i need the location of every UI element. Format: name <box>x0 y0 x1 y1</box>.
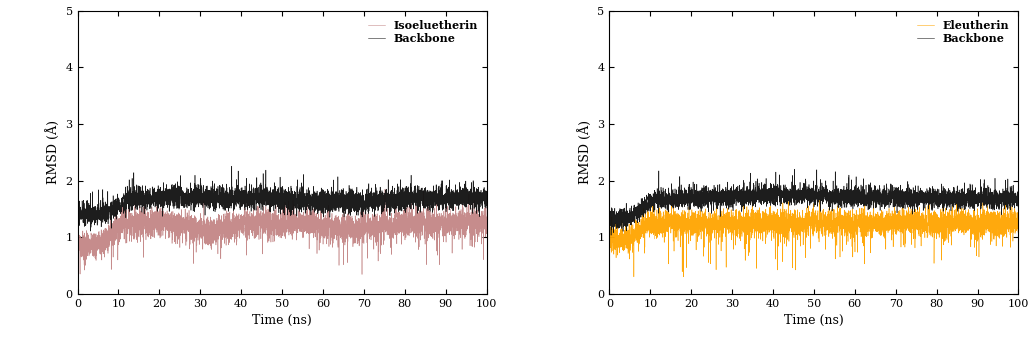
Backbone <box>71 205 84 209</box>
Backbone <box>376 207 389 211</box>
Eleutherin <box>603 238 615 242</box>
Isoeluetherin <box>227 217 240 221</box>
Legend: Eleutherin, Backbone: Eleutherin, Backbone <box>914 16 1013 47</box>
Backbone <box>337 202 349 206</box>
Isoeluetherin <box>356 272 368 276</box>
Backbone <box>605 233 617 238</box>
Line: Eleutherin: Eleutherin <box>609 200 1018 277</box>
Backbone <box>940 194 952 199</box>
Backbone <box>909 204 921 209</box>
Backbone <box>316 198 329 202</box>
Eleutherin <box>940 232 952 236</box>
Backbone <box>85 229 97 233</box>
Legend: Isoeluetherin, Backbone: Isoeluetherin, Backbone <box>365 16 481 47</box>
Backbone <box>760 198 772 202</box>
Y-axis label: RMSD (Å): RMSD (Å) <box>578 120 591 184</box>
Isoeluetherin <box>146 205 158 209</box>
Line: Isoeluetherin: Isoeluetherin <box>78 189 487 274</box>
Eleutherin <box>870 228 882 233</box>
Backbone <box>1012 196 1025 200</box>
Y-axis label: RMSD (Å): RMSD (Å) <box>47 120 60 184</box>
Backbone <box>677 199 690 203</box>
Backbone <box>788 167 800 171</box>
Eleutherin <box>628 275 640 279</box>
Eleutherin <box>1012 226 1025 230</box>
Backbone <box>146 196 158 200</box>
Line: Backbone: Backbone <box>609 169 1018 235</box>
Isoeluetherin <box>376 204 389 208</box>
Isoeluetherin <box>481 232 493 236</box>
Isoeluetherin <box>71 232 84 236</box>
Eleutherin <box>909 220 921 224</box>
Line: Backbone: Backbone <box>78 166 487 231</box>
X-axis label: Time (ns): Time (ns) <box>252 314 312 327</box>
Backbone <box>227 194 240 198</box>
Isoeluetherin <box>337 228 349 232</box>
Backbone <box>870 184 882 188</box>
Backbone <box>849 194 861 199</box>
Isoeluetherin <box>407 222 420 226</box>
Backbone <box>603 212 615 217</box>
Eleutherin <box>814 198 826 202</box>
Backbone <box>225 164 238 169</box>
Isoeluetherin <box>316 228 329 232</box>
Backbone <box>407 201 420 205</box>
Isoeluetherin <box>378 187 391 191</box>
Eleutherin <box>849 223 861 227</box>
Eleutherin <box>760 207 772 211</box>
X-axis label: Time (ns): Time (ns) <box>784 314 844 327</box>
Backbone <box>481 192 493 196</box>
Eleutherin <box>677 226 690 230</box>
